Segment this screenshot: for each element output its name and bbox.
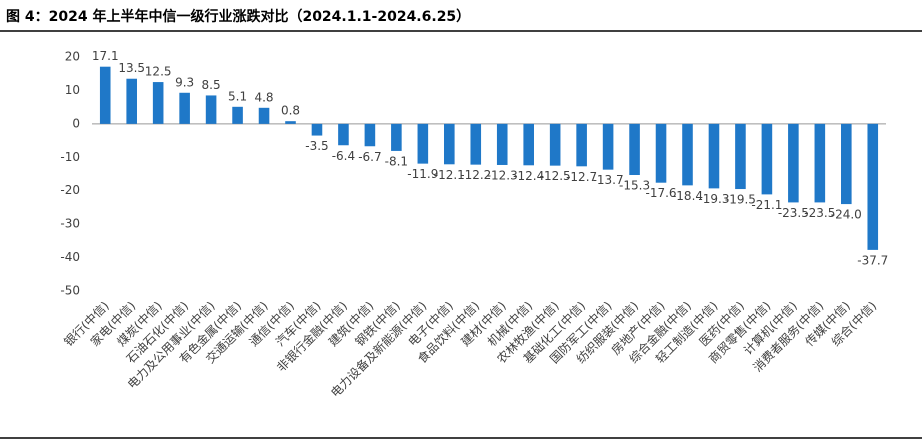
value-label: -3.5 xyxy=(305,139,328,153)
value-label: 8.5 xyxy=(202,78,221,92)
value-label: -11.9 xyxy=(407,167,438,181)
value-label: -23.5 xyxy=(804,206,835,220)
y-tick-label: -20 xyxy=(60,183,80,197)
value-label: -37.7 xyxy=(857,253,888,267)
bar xyxy=(152,82,164,124)
bar xyxy=(417,123,429,164)
bar xyxy=(576,123,587,167)
bar xyxy=(496,123,508,165)
value-label: -17.6 xyxy=(646,186,677,200)
bar xyxy=(391,123,402,151)
bar xyxy=(602,123,614,170)
y-tick-label: 10 xyxy=(65,83,80,97)
bar xyxy=(523,123,534,166)
bar xyxy=(444,123,455,165)
bar xyxy=(179,92,190,124)
value-label: -6.7 xyxy=(358,150,381,164)
bar xyxy=(841,123,852,205)
bar xyxy=(338,123,349,146)
value-label: -24.0 xyxy=(831,208,862,222)
value-label: -15.3 xyxy=(619,179,650,193)
value-label: -12.7 xyxy=(566,170,597,184)
value-label: -6.4 xyxy=(332,149,355,163)
bar xyxy=(232,106,243,124)
value-label: -12.1 xyxy=(434,168,465,182)
bar xyxy=(761,123,773,195)
value-label: -13.7 xyxy=(593,173,624,187)
bar xyxy=(99,66,111,124)
bar xyxy=(258,107,270,124)
value-label: -19.3 xyxy=(698,192,729,206)
value-label: 17.1 xyxy=(92,49,119,63)
value-label: 4.8 xyxy=(254,90,273,104)
bar xyxy=(126,78,137,124)
value-label: 9.3 xyxy=(175,75,194,89)
bar xyxy=(682,123,693,186)
value-label: -19.5 xyxy=(725,193,756,207)
value-label: 12.5 xyxy=(145,65,172,79)
value-label: 0.8 xyxy=(281,104,300,118)
y-tick-label: -40 xyxy=(60,250,80,264)
y-tick-label: 0 xyxy=(72,116,80,130)
value-label: 5.1 xyxy=(228,89,247,103)
value-label: -23.5 xyxy=(778,206,809,220)
value-label: -12.3 xyxy=(487,168,518,182)
value-label: -12.5 xyxy=(540,169,571,183)
y-tick-label: -50 xyxy=(60,284,80,298)
bar xyxy=(470,123,482,165)
value-label: -12.2 xyxy=(460,168,491,182)
bar xyxy=(364,123,376,147)
y-tick-label: -30 xyxy=(60,217,80,231)
bar xyxy=(708,123,720,189)
chart-title: 图 4：2024 年上半年中信一级行业涨跌对比（2024.1.1-2024.6.… xyxy=(6,8,470,25)
bar xyxy=(311,123,323,136)
bar xyxy=(205,95,217,124)
bar xyxy=(867,123,879,250)
bar xyxy=(735,123,746,190)
bar xyxy=(629,123,640,176)
y-tick-label: 20 xyxy=(65,50,80,64)
value-label: -12.4 xyxy=(513,169,544,183)
bar xyxy=(814,123,826,203)
bar xyxy=(655,123,667,183)
value-label: -8.1 xyxy=(385,154,408,168)
value-label: -18.4 xyxy=(672,189,703,203)
bar xyxy=(549,123,561,166)
bar xyxy=(788,123,799,203)
bar xyxy=(285,121,296,124)
y-tick-label: -10 xyxy=(60,150,80,164)
value-label: -21.1 xyxy=(751,198,782,212)
value-label: 13.5 xyxy=(118,61,145,75)
